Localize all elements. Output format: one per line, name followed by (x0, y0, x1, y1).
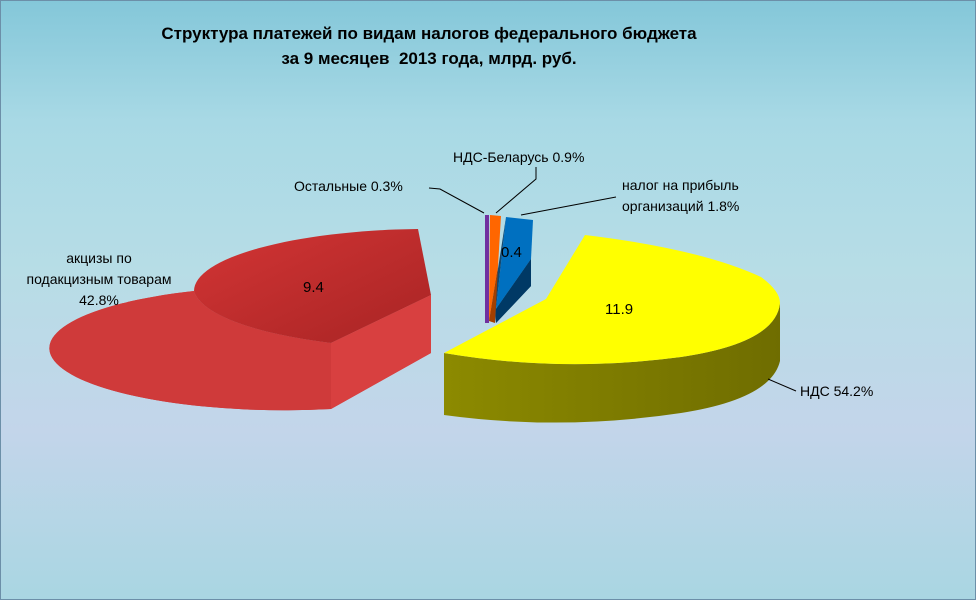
chart-title-line-2: за 9 месяцев 2013 года, млрд. руб. (281, 49, 577, 68)
label-profit-line-2: организаций 1.8% (622, 198, 739, 214)
slice-nds-belarus-top (489, 215, 501, 321)
slice-nds[interactable] (444, 235, 780, 423)
slice-profit-top (496, 217, 533, 309)
label-excise-line-3: 42.8% (79, 292, 119, 308)
label-excise-line-2: подакцизным товарам (26, 271, 171, 287)
leader-line-nds-belarus (495, 167, 537, 214)
slice-nds-side (444, 303, 780, 423)
value-label-excise: 9.4 (303, 279, 324, 296)
chart-title-line-1: Структура платежей по видам налогов феде… (161, 24, 697, 43)
slice-profit[interactable] (493, 217, 533, 323)
leader-line-other (428, 187, 485, 214)
slice-nds-belarus[interactable] (489, 215, 501, 323)
slice-excise-face (331, 295, 431, 409)
slice-excise-top (193, 229, 431, 343)
slice-profit-front (493, 217, 531, 323)
label-nds-belarus: НДС-Беларусь 0.9% (453, 149, 584, 165)
chart-title: Структура платежей по видам налогов феде… (1, 21, 857, 71)
slice-excise[interactable] (49, 229, 432, 411)
slice-other[interactable] (485, 215, 489, 323)
slice-excise-curve (49, 291, 332, 411)
slice-nds-belarus-side (489, 266, 498, 323)
label-other: Остальные 0.3% (294, 178, 403, 194)
value-label-nds: 11.9 (605, 301, 633, 318)
slice-other-top (485, 215, 489, 323)
leader-line-profit (520, 196, 617, 216)
value-label-profit: 0.4 (501, 244, 522, 261)
slice-nds-top (444, 235, 780, 365)
label-profit-line-1: налог на прибыль (622, 177, 739, 193)
label-excise-line-1: акцизы по (66, 250, 132, 266)
leader-line-nds (767, 378, 797, 392)
label-nds: НДС 54.2% (800, 383, 873, 399)
